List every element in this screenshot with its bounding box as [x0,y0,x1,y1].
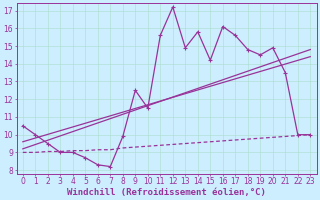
X-axis label: Windchill (Refroidissement éolien,°C): Windchill (Refroidissement éolien,°C) [67,188,266,197]
